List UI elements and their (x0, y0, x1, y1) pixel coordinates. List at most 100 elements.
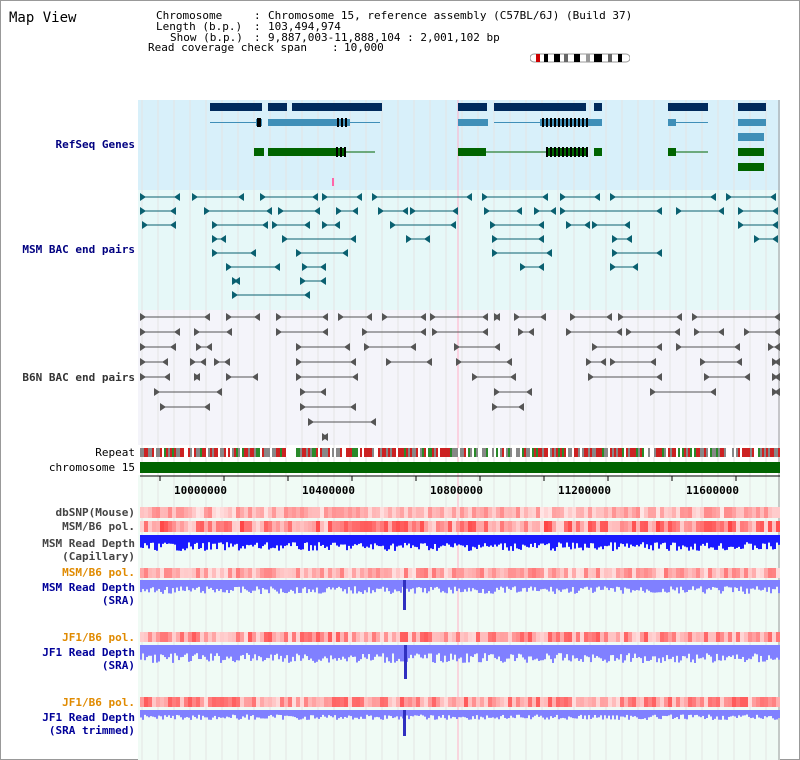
heat-cell (460, 507, 464, 518)
depth-bar (326, 645, 328, 659)
depth-bar (376, 535, 378, 546)
chromosome-ideogram[interactable] (530, 53, 630, 63)
depth-bar (294, 580, 296, 594)
depth-bar (552, 580, 554, 592)
depth-bar (534, 645, 536, 660)
depth-bar (172, 535, 174, 544)
track-label-jf1-trim-1[interactable]: JF1 Read Depth (42, 711, 135, 724)
heat-cell (200, 632, 204, 642)
depth-bar (562, 580, 564, 590)
depth-bar (416, 645, 418, 654)
bac-end (212, 221, 218, 229)
heat-cell (264, 697, 268, 707)
repeat-element (662, 448, 664, 457)
depth-bar (566, 710, 568, 720)
depth-bar (570, 645, 572, 662)
depth-bar (228, 535, 230, 548)
depth-bar (774, 710, 776, 720)
repeat-element (616, 448, 618, 457)
depth-bar (274, 580, 276, 590)
track-label-b6n-bac[interactable]: B6N BAC end pairs (22, 371, 135, 384)
depth-bar (704, 580, 706, 594)
bac-end (154, 388, 160, 396)
heat-cell (580, 568, 584, 578)
bac-end (296, 249, 302, 257)
bac-end (600, 358, 606, 366)
depth-bar (346, 645, 348, 662)
heat-cell (732, 521, 736, 532)
heat-cell (216, 521, 220, 532)
depth-bar (340, 535, 342, 545)
repeat-element (322, 448, 324, 457)
repeat-element (740, 448, 742, 457)
track-label-refseq[interactable]: RefSeq Genes (55, 138, 135, 151)
track-label-jf1-depth-1[interactable]: JF1 Read Depth (42, 646, 135, 659)
heat-cell (544, 521, 548, 532)
bac-end (390, 221, 396, 229)
depth-bar (744, 710, 746, 716)
depth-bar (618, 580, 620, 588)
track-label-jf1-pol[interactable]: JF1/B6 pol. (62, 631, 135, 644)
heat-cell (388, 697, 392, 707)
repeat-element (284, 448, 286, 457)
depth-bar (630, 535, 632, 545)
track-label-dbsnp[interactable]: dbSNP(Mouse) (55, 506, 135, 519)
heat-cell (344, 632, 348, 642)
heat-cell (532, 697, 536, 707)
depth-bar (258, 535, 260, 549)
heat-cell (776, 697, 780, 707)
depth-bar (616, 645, 618, 659)
heat-cell (540, 632, 544, 642)
heat-cell (628, 521, 632, 532)
bac-end (276, 328, 282, 336)
depth-bar (622, 580, 624, 594)
depth-bar (714, 535, 716, 550)
heat-cell (620, 521, 624, 532)
depth-bar (170, 645, 172, 654)
depth-bar (386, 535, 388, 551)
heat-cell (488, 521, 492, 532)
depth-bar (318, 645, 320, 660)
repeat-element (562, 448, 564, 457)
depth-bar (410, 580, 412, 590)
repeat-element (734, 448, 736, 457)
track-label-msm-pol[interactable]: MSM/B6 pol. (62, 520, 135, 533)
depth-bar (746, 580, 748, 589)
repeat-element (586, 448, 588, 457)
heat-cell (556, 697, 560, 707)
heat-cell (272, 632, 276, 642)
gene-exon (268, 119, 290, 126)
track-label-msm-depth-sra-1[interactable]: MSM Read Depth (42, 581, 135, 594)
repeat-element (416, 448, 418, 457)
repeat-element (654, 448, 656, 457)
depth-bar (526, 645, 528, 663)
depth-bar (166, 710, 168, 717)
heat-cell (292, 632, 296, 642)
track-label-msm-bac[interactable]: MSM BAC end pairs (22, 243, 135, 256)
heat-cell (568, 507, 572, 518)
depth-bar (468, 645, 470, 663)
track-label-msm-pol-2[interactable]: MSM/B6 pol. (62, 566, 135, 579)
depth-bar (486, 580, 488, 594)
repeat-element (520, 448, 522, 457)
heat-cell (520, 697, 524, 707)
depth-bar (214, 710, 216, 716)
heat-cell (336, 521, 340, 532)
depth-bar (186, 645, 188, 654)
track-label-jf1-pol-2[interactable]: JF1/B6 pol. (62, 696, 135, 709)
heat-cell (296, 568, 300, 578)
heat-cell (288, 507, 292, 518)
bac-end (618, 313, 624, 321)
depth-bar (334, 580, 336, 590)
depth-bar (294, 710, 296, 718)
heat-cell (520, 632, 524, 642)
depth-bar (434, 645, 436, 663)
repeat-element (528, 448, 530, 457)
heat-cell (760, 697, 764, 707)
track-label-msm-depth-cap-1[interactable]: MSM Read Depth (42, 537, 135, 550)
depth-bar (660, 535, 662, 545)
depth-bar (188, 710, 190, 718)
repeat-element (456, 448, 458, 457)
heat-cell (168, 568, 172, 578)
